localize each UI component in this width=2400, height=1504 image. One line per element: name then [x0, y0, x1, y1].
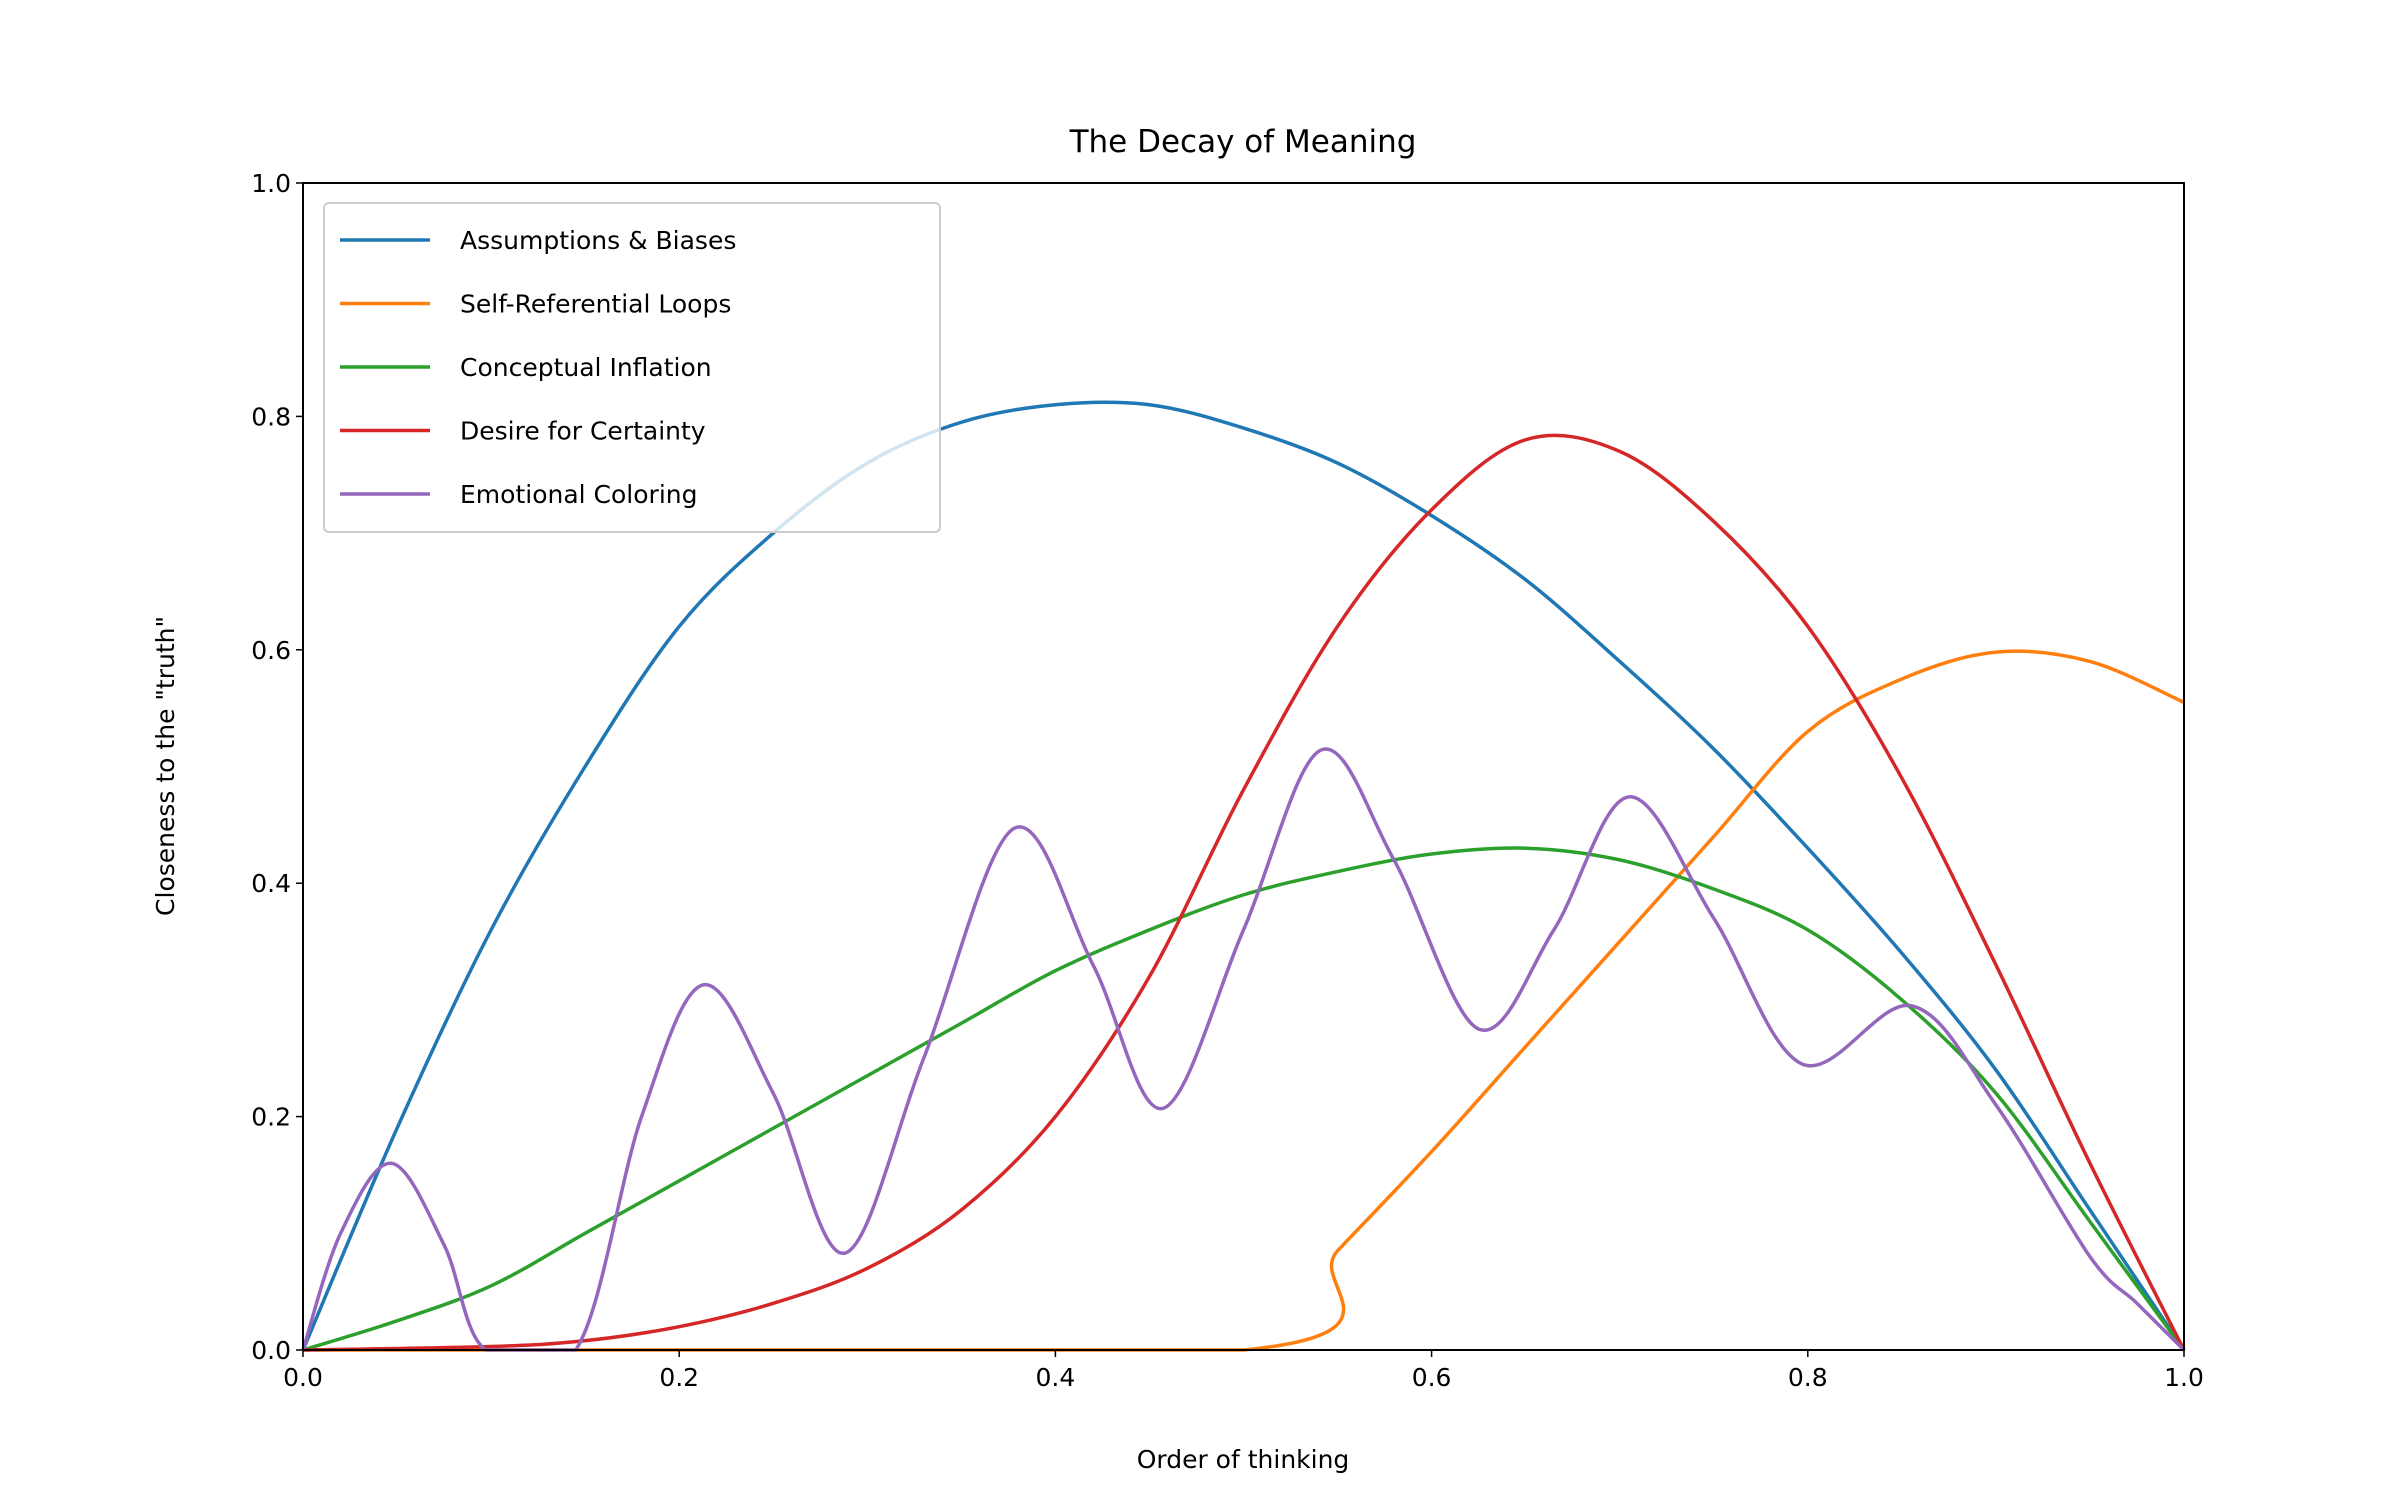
series-line-2	[302, 846, 2186, 1352]
y-tick-label: 0.2	[251, 1103, 291, 1132]
legend: Assumptions & Biases Self-Referential Loo…	[323, 202, 941, 533]
legend-label: Assumptions & Biases	[460, 226, 736, 255]
y-tick-label: 0.6	[251, 636, 291, 665]
legend-label: Desire for Certainty	[460, 417, 706, 446]
series-line-4	[301, 747, 2186, 1352]
axes-frame	[302, 182, 2185, 1351]
legend-box	[323, 202, 941, 533]
legend-label: Emotional Coloring	[460, 480, 697, 509]
chart-title: The Decay of Meaning	[1069, 124, 1417, 160]
y-tick-label: 0.4	[251, 869, 291, 898]
legend-label: Conceptual Inflation	[460, 353, 712, 382]
x-tick-label: 0.4	[1036, 1363, 1076, 1392]
x-tick-label: 0.8	[1788, 1363, 1828, 1392]
x-tick-label: 0.2	[659, 1363, 699, 1392]
x-axis-label: Order of thinking	[1137, 1445, 1350, 1474]
y-tick-label: 0.8	[251, 402, 291, 431]
series-line-3	[302, 433, 2186, 1352]
series-lines	[301, 400, 2186, 1352]
y-tick-label: 1.0	[251, 169, 291, 198]
x-tick-label: 0.0	[283, 1363, 323, 1392]
series-line-0	[301, 400, 2186, 1351]
x-axis: 0.0 0.2 0.4 0.6 0.8 1.0	[283, 1350, 2204, 1392]
legend-label: Self-Referential Loops	[460, 290, 731, 319]
y-axis: 0.0 0.2 0.4 0.6 0.8 1.0	[251, 169, 303, 1365]
x-tick-label: 1.0	[2164, 1363, 2204, 1392]
y-tick-label: 0.0	[251, 1336, 291, 1365]
y-axis-label: Closeness to the "truth"	[151, 616, 180, 916]
x-tick-label: 0.6	[1412, 1363, 1452, 1392]
